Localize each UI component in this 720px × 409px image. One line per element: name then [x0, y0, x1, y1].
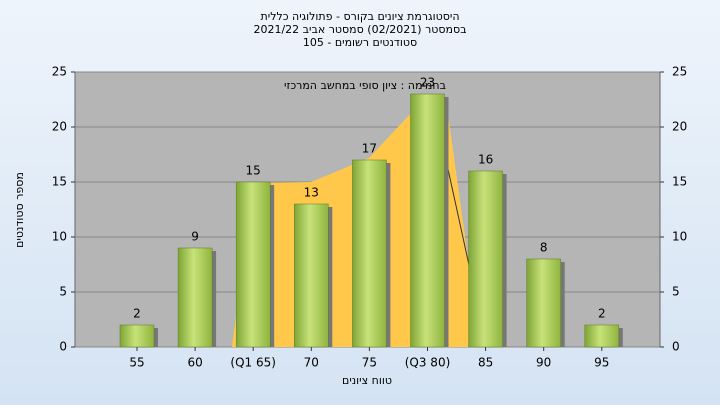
bar: [584, 324, 620, 348]
bar: [352, 159, 387, 348]
y2-tick-label: 15: [672, 175, 687, 189]
data-label: 17: [362, 142, 377, 156]
y2-tick-label: 20: [672, 120, 687, 134]
x-axis-label: טווח ציונים: [342, 374, 392, 387]
y2-tick-label: 25: [672, 65, 687, 79]
data-label: 8: [540, 241, 548, 255]
data-label: 13: [304, 186, 319, 200]
y-tick-label: 5: [59, 285, 67, 299]
x-tick-label: 55: [129, 356, 144, 370]
y2-tick-label: 0: [672, 340, 680, 354]
y-tick-label: 0: [59, 340, 67, 354]
annotation: בחמימה : ציון סופי במחשב המרכזי: [284, 79, 446, 92]
x-tick-label: (Q3 80): [405, 356, 451, 370]
x-tick-label: (Q1 65): [230, 356, 276, 370]
bar: [119, 324, 155, 348]
bar: [526, 258, 561, 348]
x-tick-label: 70: [304, 356, 319, 370]
x-tick-label: 60: [187, 356, 202, 370]
data-label: 16: [478, 153, 493, 167]
bar: [294, 203, 329, 348]
y2-tick-label: 5: [672, 285, 680, 299]
data-label: 23: [420, 76, 435, 90]
chart-title: היסטוגרמת ציונים בקורס - פתולוגיה כללית: [261, 10, 460, 23]
bar: [235, 181, 271, 348]
bar: [468, 170, 503, 348]
x-tick-label: 95: [594, 356, 609, 370]
y-tick-label: 15: [52, 175, 67, 189]
quartile-area: [232, 95, 469, 347]
bar: [410, 93, 445, 348]
data-label: 15: [246, 164, 261, 178]
data-label: 2: [133, 307, 141, 321]
chart-subtitle: סטודנטים רשומים - 105: [303, 36, 417, 49]
chart-subtitle: בסמסטר (02/2021) סמסטר אביב 2021/22: [253, 23, 466, 36]
curve-line: [445, 159, 470, 266]
y2-tick-label: 10: [672, 230, 687, 244]
data-label: 9: [191, 230, 199, 244]
data-label: 2: [598, 307, 606, 321]
x-tick-label: 90: [536, 356, 551, 370]
bar: [177, 247, 213, 348]
y-tick-label: 10: [52, 230, 67, 244]
y-tick-label: 20: [52, 120, 67, 134]
y-axis-label: מספר סטודנטים: [13, 172, 26, 248]
x-tick-label: 85: [478, 356, 493, 370]
x-tick-label: 75: [362, 356, 377, 370]
y-tick-label: 25: [52, 65, 67, 79]
